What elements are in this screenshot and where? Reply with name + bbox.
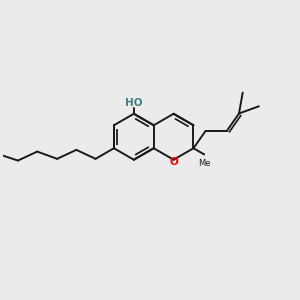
Text: O: O bbox=[170, 157, 178, 167]
Text: Me: Me bbox=[198, 158, 210, 167]
Text: HO: HO bbox=[125, 98, 142, 108]
